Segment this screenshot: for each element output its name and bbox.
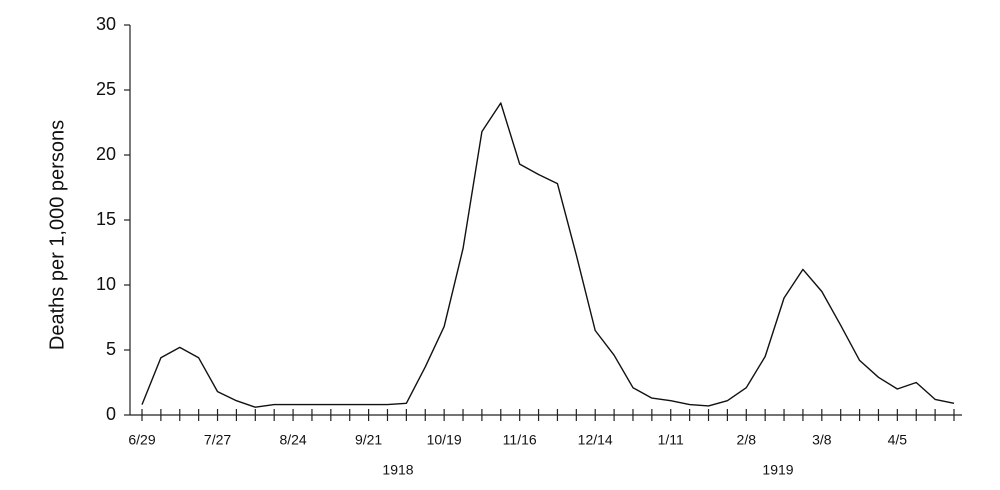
y-tick-label: 5 [106,339,116,359]
x-tick-label: 8/24 [279,432,306,448]
y-tick-label: 15 [96,209,116,229]
x-tick-label: 2/8 [737,432,757,448]
x-tick-label: 1/11 [658,432,684,448]
year-label: 1918 [382,462,413,478]
data-line [141,102,955,408]
x-tick-label: 11/16 [503,432,537,448]
y-axis-label: Deaths per 1,000 persons [46,120,68,350]
y-tick-label: 20 [96,144,116,164]
x-tick-label: 9/21 [355,432,382,448]
y-tick-label: 10 [96,274,116,294]
x-tick-label: 12/14 [578,432,613,448]
x-tick-label: 7/27 [204,432,231,448]
y-tick-label: 0 [106,404,116,424]
x-tick-label: 10/19 [427,432,462,448]
x-tick-label: 4/5 [888,432,908,448]
year-label: 1919 [762,462,793,478]
y-tick-label: 25 [96,79,116,99]
x-tick-label: 6/29 [128,432,155,448]
y-tick-label: 30 [96,14,116,34]
x-tick-label: 3/8 [812,432,832,448]
